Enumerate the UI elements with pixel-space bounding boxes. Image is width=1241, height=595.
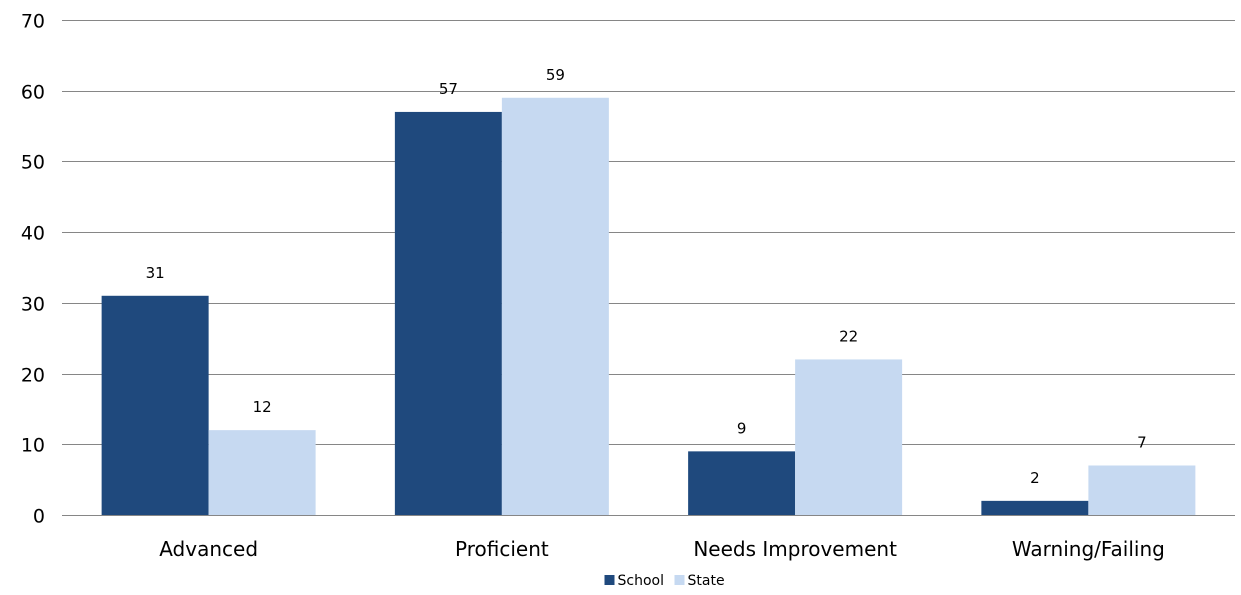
bars [101,97,1196,516]
data-label-school: 57 [439,80,458,98]
bar-state [501,97,609,516]
y-tick-label: 50 [21,152,45,174]
data-label-school: 9 [737,419,747,437]
bar-school [101,295,209,515]
x-category-label: Proficient [455,537,549,561]
legend: School State [604,573,725,589]
x-category-label: Needs Improvement [693,537,897,561]
data-label-school: 31 [146,264,165,282]
bar-school [981,500,1089,515]
legend-label-state: State [688,573,725,589]
data-label-state: 59 [546,66,565,84]
x-axis-category-labels: Advanced Proficient Needs Improvement Warni… [159,537,1165,561]
data-label-state: 12 [253,398,272,416]
bar-state [795,359,903,515]
y-axis-tick-labels: 0 10 20 30 40 50 60 70 [21,11,45,528]
legend-swatch-school [604,575,615,585]
y-tick-label: 30 [21,294,45,316]
y-tick-label: 10 [21,435,45,457]
bar-state [208,430,316,515]
data-label-state: 7 [1137,434,1147,452]
y-tick-label: 70 [21,11,45,33]
data-label-school: 2 [1030,469,1040,487]
legend-swatch-state [674,575,685,585]
y-tick-label: 20 [21,365,45,387]
y-tick-label: 40 [21,223,45,245]
x-category-label: Advanced [159,537,258,561]
bar-state [1088,465,1196,515]
y-tick-label: 60 [21,82,45,104]
y-tick-label: 0 [33,506,45,528]
legend-label-school: School [618,573,664,589]
bar-school [394,111,502,515]
bar-school [688,451,796,515]
data-label-state: 22 [839,327,858,345]
x-category-label: Warning/Failing [1012,537,1165,561]
